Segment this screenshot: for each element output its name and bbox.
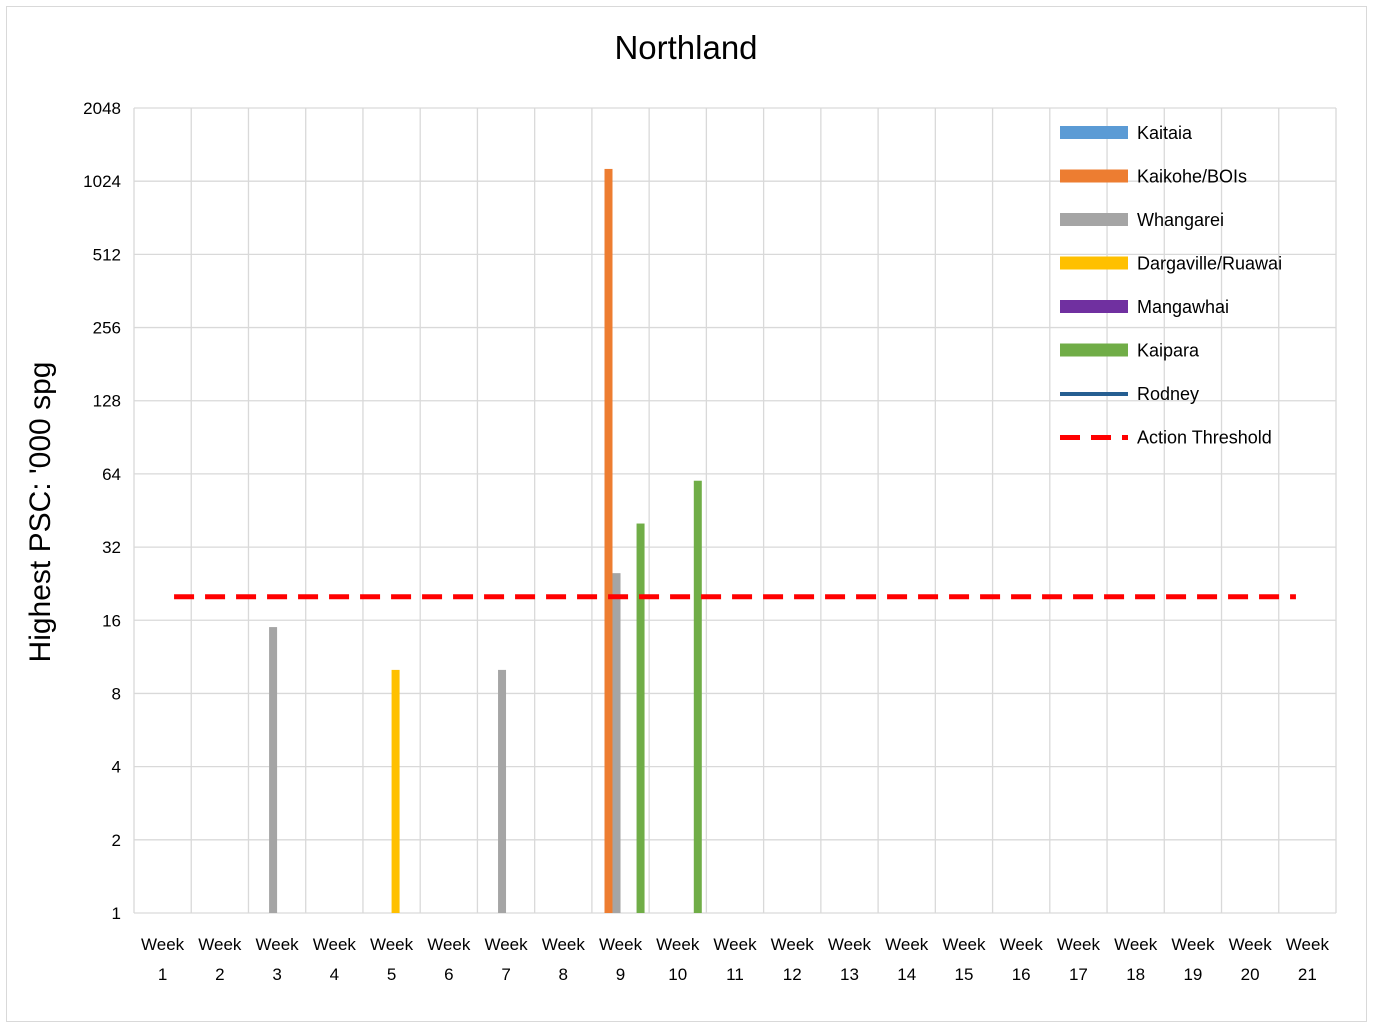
legend: Kaitaia Kaikohe/BOIs Whangarei Dargaville/R… (1060, 123, 1282, 448)
y-tick-label: 128 (93, 392, 121, 411)
chart-title: Northland (614, 29, 757, 66)
x-tick-label: Week 9 (599, 935, 643, 984)
bars (269, 168, 702, 913)
x-tick-label: Week 3 (256, 935, 300, 984)
legend-swatch-mangawhai (1060, 300, 1128, 313)
legend-label-dargaville-ruawai: Dargaville/Ruawai (1137, 254, 1282, 274)
x-tick-label: Week 12 (771, 935, 815, 984)
y-tick-label: 1024 (83, 172, 121, 191)
y-tick-label: 8 (112, 684, 121, 703)
x-tick-label: Week 15 (942, 935, 986, 984)
x-tick-label: Week 11 (713, 935, 757, 984)
y-tick-label: 2 (112, 831, 121, 850)
y-tick-label: 256 (93, 319, 121, 338)
x-tick-label: Week 20 (1229, 935, 1273, 984)
legend-label-rodney: Rodney (1137, 384, 1199, 404)
chart-frame (6, 6, 1367, 1022)
x-tick-label: Week 19 (1171, 935, 1215, 984)
legend-swatch-kaikohe-bois (1060, 169, 1128, 183)
bar-whangarei-3 (269, 627, 278, 913)
y-tick-label: 4 (112, 758, 121, 777)
legend-swatch-dargaville-ruawai (1060, 256, 1128, 270)
x-tick-labels: Week 1 Week 2 Week 3 Week 4 Week 5 Week 6 Week 7 Week 8… (141, 935, 1329, 984)
x-tick-label: Week 4 (313, 935, 357, 984)
bar-kaipara-10 (693, 480, 702, 913)
y-tick-label: 16 (102, 611, 121, 630)
bar-whangarei-9 (612, 573, 621, 913)
x-tick-label: Week 6 (427, 935, 471, 984)
x-tick-label: Week 2 (198, 935, 242, 984)
bar-kaipara-9 (636, 523, 645, 913)
bar-whangarei-7 (498, 669, 507, 913)
x-tick-label: Week 8 (542, 935, 586, 984)
legend-swatch-whangarei (1060, 213, 1128, 226)
gridlines (133, 107, 1337, 914)
x-tick-label: Week 18 (1114, 935, 1158, 984)
x-tick-label: Week 5 (370, 935, 414, 984)
legend-label-kaitaia: Kaitaia (1137, 123, 1193, 143)
legend-label-kaipara: Kaipara (1137, 341, 1200, 361)
x-tick-label: Week 10 (656, 935, 700, 984)
bar-kaikohe-bois-9 (604, 168, 613, 913)
x-tick-label: Week 1 (141, 935, 185, 984)
y-tick-label: 2048 (83, 99, 121, 118)
y-tick-label: 32 (102, 538, 121, 557)
x-tick-label: Week 16 (1000, 935, 1044, 984)
legend-label-mangawhai: Mangawhai (1137, 297, 1229, 317)
x-tick-label: Week 21 (1286, 935, 1330, 984)
legend-label-whangarei: Whangarei (1137, 210, 1224, 230)
y-axis-label: Highest PSC: '000 spg (24, 362, 57, 663)
y-tick-labels: 1 2 4 8 16 32 64 128 256 512 1024 2048 (83, 99, 121, 923)
legend-label-action-threshold: Action Threshold (1137, 428, 1272, 448)
y-tick-label: 64 (102, 465, 121, 484)
y-tick-label: 1 (112, 904, 121, 923)
x-tick-label: Week 7 (484, 935, 528, 984)
x-tick-label: Week 13 (828, 935, 872, 984)
legend-swatch-kaitaia (1060, 126, 1128, 139)
x-tick-label: Week 14 (885, 935, 929, 984)
legend-swatch-kaipara (1060, 343, 1128, 357)
x-tick-label: Week 17 (1057, 935, 1101, 984)
bar-dargaville-ruawai-5 (391, 669, 400, 913)
y-tick-label: 512 (93, 245, 121, 264)
legend-label-kaikohe-bois: Kaikohe/BOIs (1137, 167, 1247, 187)
